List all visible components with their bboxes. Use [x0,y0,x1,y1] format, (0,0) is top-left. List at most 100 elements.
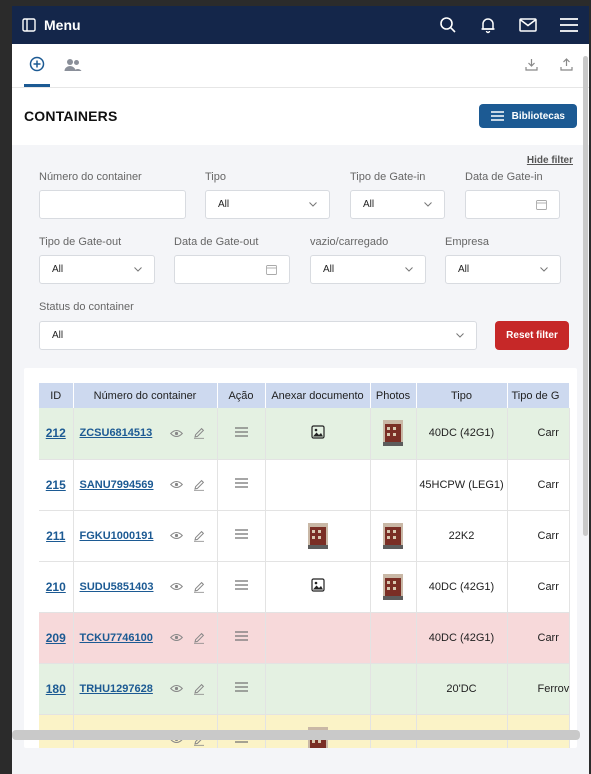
status-value: All [52,330,64,341]
hide-filter-link[interactable]: Hide filter [526,155,573,166]
tab-add[interactable] [24,43,50,87]
edit-icon[interactable] [193,427,205,439]
col-anexar[interactable]: Anexar documento [265,383,371,408]
row-id-link[interactable]: 211 [46,528,66,543]
download-icon[interactable] [525,58,538,71]
eye-icon[interactable] [169,684,183,693]
cell-tipo-gate: Ferrov [507,663,571,715]
col-photos[interactable]: Photos [370,383,417,408]
eye-icon[interactable] [169,582,183,591]
cell-tipo-gate: Carr [507,561,571,613]
status-label: Status do container [39,301,134,313]
tipo-gate-in-select[interactable]: All [350,190,445,219]
cell-acao [217,510,266,562]
upload-icon[interactable] [560,58,573,71]
cell-id: 211 [39,510,74,562]
table-row: 180 TRHU1297628 20'DC Ferrov [39,663,571,715]
row-numero-link[interactable]: SANU7994569 [79,478,154,491]
row-id-link[interactable]: 212 [45,426,66,441]
cell-anexar [265,408,371,460]
tab-bar [12,44,589,88]
data-gate-out-input[interactable] [174,255,290,284]
horizontal-scrollbar[interactable] [12,730,580,740]
row-numero-link[interactable]: TRHU1297628 [79,682,153,695]
cell-numero: SANU7994569 [73,459,218,511]
col-id[interactable]: ID [39,383,74,408]
row-id-link[interactable]: 215 [45,477,66,492]
bell-icon[interactable] [479,16,497,34]
tipo-select[interactable]: All [205,190,330,219]
cell-anexar [265,510,371,562]
row-menu-icon[interactable] [234,631,248,641]
photo-thumbnail[interactable] [383,522,403,549]
empresa-select[interactable]: All [445,255,561,284]
tipo-gate-out-select[interactable]: All [39,255,155,284]
eye-icon[interactable] [169,633,183,642]
image-icon[interactable] [310,578,325,592]
reset-filter-button[interactable]: Reset filter [495,321,569,350]
page-title: CONTAINERS [24,108,118,124]
row-numero-link[interactable]: FGKU1000191 [79,529,154,542]
row-id-link[interactable]: 209 [45,630,66,645]
cell-id: 180 [39,663,74,715]
row-menu-icon[interactable] [234,427,248,437]
search-icon[interactable] [439,16,457,34]
tipo-gate-in-value: All [363,199,375,210]
row-id-link[interactable]: 210 [45,579,66,594]
status-select[interactable]: All [39,321,477,350]
row-numero-link[interactable]: SUDU5851403 [79,580,154,593]
table-row: 215 SANU7994569 45HCPW (LEG1) Carr [39,459,571,511]
edit-icon[interactable] [193,683,205,695]
eye-icon[interactable] [169,531,183,540]
table-row: 209 TCKU7746100 40DC (42G1) Carr [39,612,571,664]
edit-icon[interactable] [193,581,205,593]
cell-photos [370,561,417,613]
row-menu-icon[interactable] [234,682,248,692]
cell-numero: TCKU7746100 [73,612,218,664]
filter-panel: Hide filter Número do container Tipo All… [12,145,589,774]
cell-tipo-gate: Carr [507,459,571,511]
row-numero-link[interactable]: ZCSU6814513 [79,427,153,440]
row-menu-icon[interactable] [234,529,248,539]
eye-icon[interactable] [169,480,183,489]
data-gate-in-label: Data de Gate-in [465,171,543,183]
empresa-label: Empresa [445,236,490,248]
cell-acao [217,612,266,664]
cell-numero: TRHU1297628 [73,663,218,715]
users-icon [64,59,82,71]
data-gate-in-input[interactable] [465,190,560,219]
row-menu-icon[interactable] [234,580,248,590]
bibliotecas-button[interactable]: Bibliotecas [478,104,577,128]
edit-icon[interactable] [193,530,205,542]
page-header: CONTAINERS Bibliotecas [12,88,589,144]
col-tipo[interactable]: Tipo [416,383,508,408]
col-numero[interactable]: Número do container [73,383,218,408]
tab-users[interactable] [60,43,86,87]
vazio-label: vazio/carregado [310,236,389,248]
cell-tipo-gate: Carr [507,408,571,460]
photo-thumbnail[interactable] [307,522,328,549]
hamburger-icon[interactable] [559,17,579,33]
row-numero-link[interactable]: TCKU7746100 [79,631,153,644]
photo-thumbnail[interactable] [383,573,403,600]
chevron-down-icon [309,202,317,207]
menu-toggle[interactable]: Menu [22,17,81,33]
cell-acao [217,663,266,715]
row-menu-icon[interactable] [234,478,248,488]
vertical-scrollbar[interactable] [583,56,588,536]
cell-anexar [265,663,371,715]
row-id-link[interactable]: 180 [45,681,66,696]
edit-icon[interactable] [193,479,205,491]
edit-icon[interactable] [193,632,205,644]
vazio-select[interactable]: All [310,255,426,284]
tipo-gate-in-label: Tipo de Gate-in [350,171,426,183]
image-icon[interactable] [310,425,325,439]
col-tipo-gate[interactable]: Tipo de G [507,383,571,408]
eye-icon[interactable] [169,429,183,438]
containers-table: ID Número do container Ação Anexar docum… [39,383,571,748]
numero-input[interactable] [39,190,186,219]
photo-thumbnail[interactable] [383,420,403,447]
col-acao[interactable]: Ação [217,383,266,408]
mail-icon[interactable] [519,18,537,32]
data-gate-out-label: Data de Gate-out [174,236,259,248]
